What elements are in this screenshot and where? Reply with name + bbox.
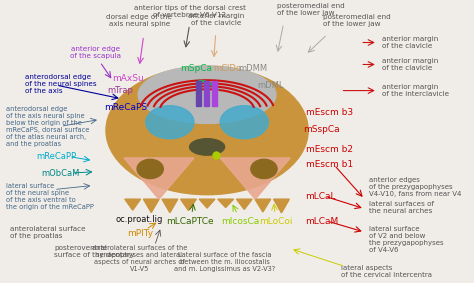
Text: anterodorsal edge
of the axis neural spine
below the origin of the
mReCaPS, dors: anterodorsal edge of the axis neural spi… — [6, 106, 89, 147]
Text: posteroventral
surface of the dentary: posteroventral surface of the dentary — [54, 245, 134, 258]
Ellipse shape — [251, 159, 277, 179]
Text: anterior margin
of the clavicle: anterior margin of the clavicle — [382, 58, 438, 71]
Polygon shape — [144, 199, 159, 213]
Text: anterior margin
of the interclavicle: anterior margin of the interclavicle — [382, 84, 449, 97]
Ellipse shape — [137, 159, 164, 179]
Polygon shape — [125, 199, 141, 210]
Text: mLCaPTCe: mLCaPTCe — [166, 217, 213, 226]
Text: posteromedial end
of the lower jaw: posteromedial end of the lower jaw — [323, 14, 391, 27]
Text: mClDo: mClDo — [213, 64, 241, 73]
Text: anterior margin
of the clavicle: anterior margin of the clavicle — [188, 13, 244, 26]
Text: anterior margin
of the clavicle: anterior margin of the clavicle — [382, 36, 438, 49]
Text: oc.proat.lig: oc.proat.lig — [116, 215, 163, 224]
Text: mLCaM: mLCaM — [306, 217, 339, 226]
Bar — [212, 81, 217, 106]
Polygon shape — [199, 199, 215, 208]
Text: anterolateral surface
of the proatlas: anterolateral surface of the proatlas — [10, 226, 86, 239]
Text: mDML: mDML — [257, 81, 284, 90]
Polygon shape — [181, 199, 196, 211]
Text: posteromedial end
of the lower jaw: posteromedial end of the lower jaw — [277, 3, 345, 16]
Text: anterior edge
of the scapula: anterior edge of the scapula — [70, 46, 121, 59]
Ellipse shape — [190, 139, 225, 155]
Polygon shape — [220, 158, 290, 199]
Polygon shape — [162, 199, 178, 213]
Text: mEscm b3: mEscm b3 — [306, 108, 353, 117]
Text: mReCaPS: mReCaPS — [104, 102, 147, 112]
Polygon shape — [237, 199, 252, 209]
Bar — [196, 81, 201, 106]
Text: Lateral surface of the fascia
between the m. Iliocostalis
and m. Longissimus as : Lateral surface of the fascia between th… — [174, 252, 275, 272]
Polygon shape — [273, 199, 289, 213]
Text: mPlTy: mPlTy — [128, 229, 154, 238]
Text: mSpCa: mSpCa — [180, 64, 212, 73]
Polygon shape — [255, 199, 271, 212]
Text: mDMM: mDMM — [238, 64, 268, 73]
Text: mEscm b1: mEscm b1 — [306, 160, 353, 169]
Text: anterolateral surfaces of the
synapophyses and lateral
aspects of neural arches : anterolateral surfaces of the synapophys… — [91, 245, 187, 272]
Polygon shape — [124, 158, 194, 199]
Polygon shape — [218, 199, 234, 207]
Text: lateral surface
of the neural spine
of the axis ventral to
the origin of the mRe: lateral surface of the neural spine of t… — [6, 183, 94, 210]
Ellipse shape — [138, 66, 276, 123]
Text: mLCaL: mLCaL — [306, 192, 336, 201]
Bar — [204, 81, 209, 106]
Text: mLoCoi: mLoCoi — [259, 217, 293, 226]
Text: anterior tips of the dorsal crest
of vertebrae V6-V12: anterior tips of the dorsal crest of ver… — [134, 5, 246, 18]
Text: mTrap: mTrap — [108, 86, 133, 95]
Text: lateral surfaces of
the neural arches: lateral surfaces of the neural arches — [369, 201, 434, 214]
Text: dorsal edge of the
axis neural spine: dorsal edge of the axis neural spine — [106, 14, 172, 27]
Text: mEscm b2: mEscm b2 — [306, 145, 353, 154]
Text: mlcosCa: mlcosCa — [221, 217, 259, 226]
Ellipse shape — [106, 66, 308, 195]
Text: lateral aspects
of the cervical intercentra: lateral aspects of the cervical intercen… — [340, 265, 431, 278]
Text: mObCaM: mObCaM — [41, 169, 79, 177]
Text: anterodorsal edge
of the neural spines
of the axis: anterodorsal edge of the neural spines o… — [26, 74, 97, 94]
Text: mAxSu: mAxSu — [112, 74, 144, 83]
Text: mReCaPP: mReCaPP — [36, 152, 76, 161]
Ellipse shape — [220, 106, 268, 139]
Text: anterior edges
of the prezygapophyses
V4-V10, fans from near V4: anterior edges of the prezygapophyses V4… — [369, 177, 461, 197]
Ellipse shape — [146, 106, 194, 139]
Text: lateral surface
of V2 and below
the prezygapophyses
of V4-V6: lateral surface of V2 and below the prez… — [369, 226, 444, 252]
Text: mSspCa: mSspCa — [303, 125, 340, 134]
